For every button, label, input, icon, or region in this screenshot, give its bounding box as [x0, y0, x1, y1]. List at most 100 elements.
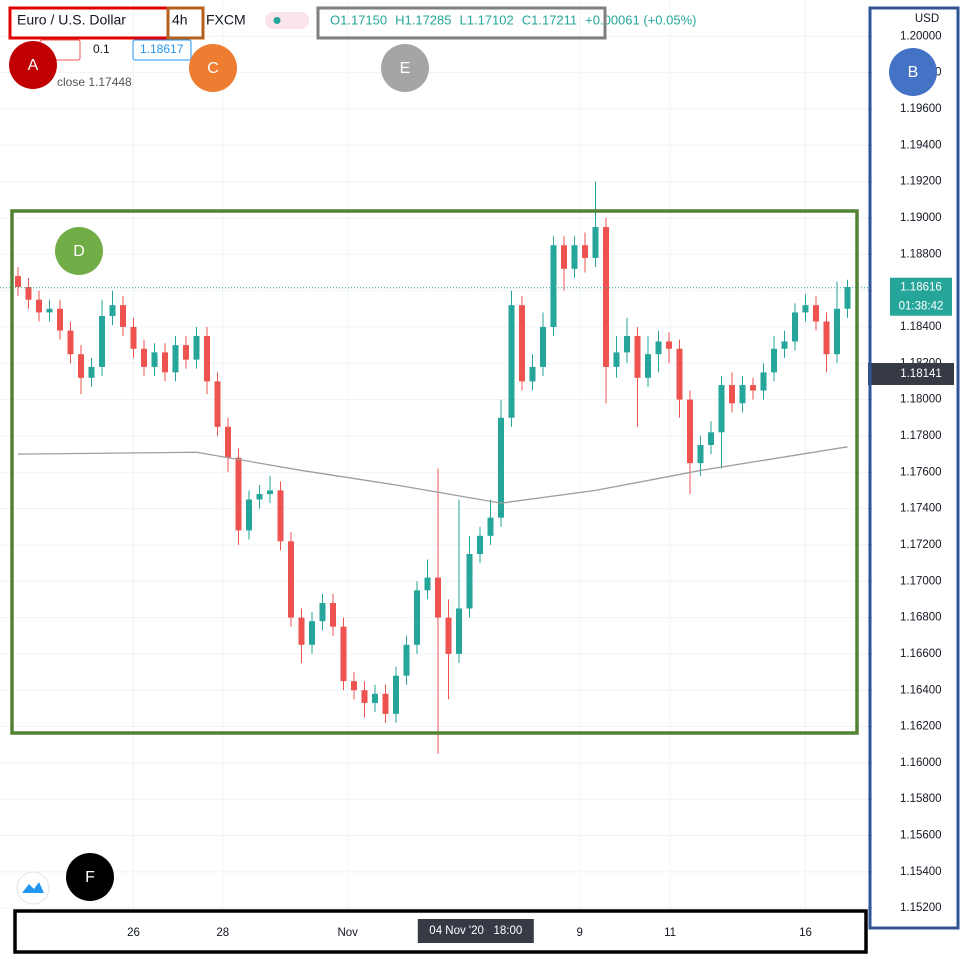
y-tick-label: 1.16200 — [900, 721, 942, 733]
y-tick-label: 1.17400 — [900, 503, 942, 515]
legend-value: 1.18617 — [140, 42, 184, 56]
x-tick-label: 9 — [577, 927, 583, 939]
candle-body — [246, 499, 252, 531]
box-f — [13, 909, 868, 954]
y-tick-label: 1.15800 — [900, 793, 942, 805]
badge-label: F — [85, 869, 95, 886]
badge — [9, 41, 57, 89]
candle-body — [78, 354, 84, 378]
badge — [189, 44, 237, 92]
candle-body — [351, 681, 357, 691]
candle-body — [15, 276, 21, 287]
candle-body — [57, 308, 63, 331]
candle-body — [183, 345, 189, 360]
badge-label: A — [28, 57, 39, 74]
y-tick-label: 1.15600 — [900, 830, 942, 842]
candle-body — [361, 690, 368, 703]
candle-body — [813, 305, 819, 322]
badge-label: C — [207, 60, 219, 77]
candle-body — [225, 426, 231, 458]
candle-body — [844, 286, 851, 309]
box-e — [316, 6, 607, 40]
candle-body — [634, 336, 641, 378]
candle-body — [582, 245, 588, 258]
candle-body — [435, 577, 441, 618]
candle-body — [372, 693, 378, 703]
candle-body — [36, 299, 42, 313]
candle-body — [172, 345, 179, 373]
candle-body — [424, 577, 431, 591]
candle-body — [802, 305, 809, 313]
candle-body — [403, 644, 410, 676]
badge — [55, 227, 103, 275]
box-d — [10, 209, 859, 735]
candle-body — [823, 321, 830, 355]
candle-body — [130, 326, 137, 349]
x-tick-label: 11 — [664, 927, 676, 939]
ohlc-value: +0.00061 (+0.05%) — [585, 12, 696, 27]
candle-body — [214, 381, 221, 427]
last-price-label: 1.18616 — [900, 282, 942, 294]
candle-body — [687, 399, 693, 464]
y-tick-label: 1.16000 — [900, 757, 942, 769]
candle-body — [445, 617, 452, 654]
candle-body — [414, 590, 420, 645]
last-price-badge — [890, 277, 952, 316]
candle-body — [718, 385, 725, 433]
y-tick-label: 1.18400 — [900, 321, 942, 333]
currency: USD — [915, 13, 939, 25]
candle-body — [88, 366, 95, 378]
candle-body — [508, 305, 515, 418]
candle-body — [613, 352, 620, 367]
candle-body — [99, 316, 105, 367]
candle-body — [382, 693, 389, 714]
candle-body — [571, 245, 578, 269]
x-tick-label: 16 — [799, 927, 812, 939]
candle-body — [235, 457, 242, 531]
candle-body — [666, 341, 672, 349]
badge-label: D — [73, 243, 85, 260]
status-pill — [265, 12, 309, 29]
candle-body — [655, 341, 662, 355]
y-tick-label: 1.16400 — [900, 684, 942, 696]
candle-body — [298, 617, 305, 645]
y-tick-label: 1.19600 — [900, 103, 942, 115]
y-tick-label: 1.17600 — [900, 466, 942, 478]
candle-body — [760, 372, 767, 391]
interval: 4h — [172, 12, 188, 28]
candle-body — [750, 385, 756, 391]
candle-body — [162, 352, 168, 373]
candle-body — [319, 603, 326, 622]
candle-body — [193, 336, 200, 360]
badge — [381, 44, 429, 92]
countdown: 01:38:42 — [899, 301, 944, 313]
y-tick-label: 1.17000 — [900, 575, 942, 587]
candle-body — [498, 417, 504, 518]
candle-body — [550, 245, 557, 327]
candle-body — [792, 312, 798, 342]
ohlc-value: L1.17102 — [460, 12, 514, 27]
candle-body — [277, 490, 284, 542]
candle-body — [151, 352, 158, 367]
candle-body — [697, 445, 704, 464]
moving-average — [17, 446, 848, 504]
candle-body — [645, 354, 651, 378]
candle-body — [456, 608, 462, 654]
y-tick-label: 1.19200 — [900, 176, 942, 188]
candle-body — [256, 494, 263, 500]
candle-body — [603, 227, 609, 367]
y-tick-label: 1.20000 — [900, 30, 942, 42]
y-tick-label: 1.15200 — [900, 902, 942, 914]
badge — [889, 48, 937, 96]
candle-body — [393, 675, 399, 714]
candle-body — [729, 385, 735, 404]
candle-body — [676, 348, 683, 400]
candle-body — [561, 245, 567, 269]
candle-body — [141, 348, 147, 367]
y-tick-label: 1.17800 — [900, 430, 942, 442]
candle-body — [466, 553, 473, 609]
candle-body — [477, 535, 483, 554]
legend-value: 0.1 — [93, 42, 110, 56]
badge-label: B — [908, 64, 919, 81]
